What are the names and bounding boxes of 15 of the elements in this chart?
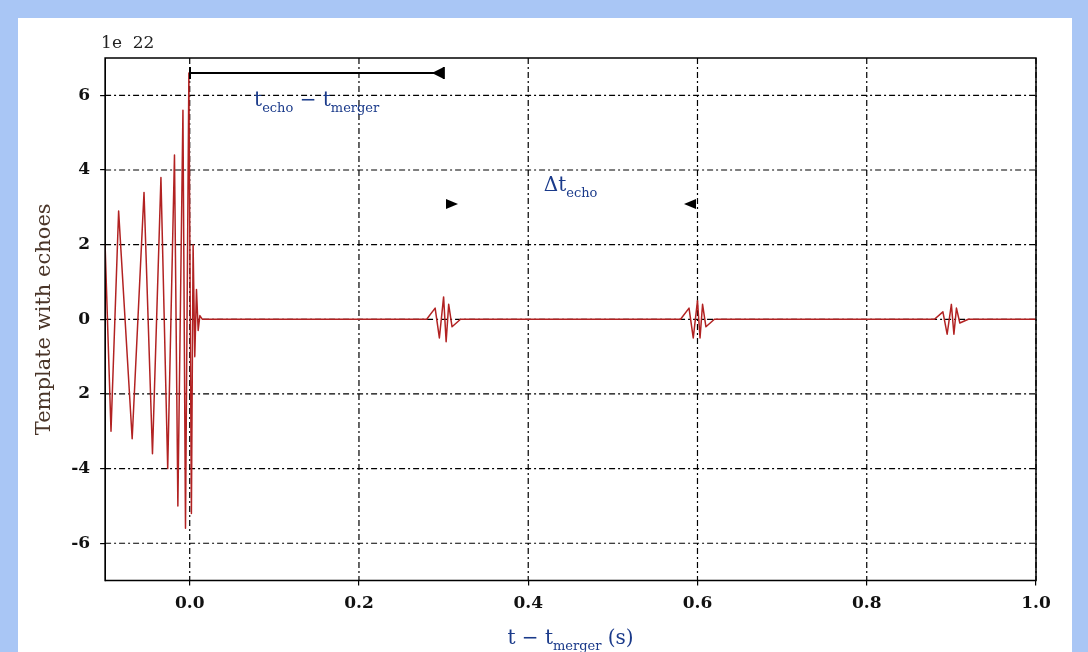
x-tick-label: 0.6 (682, 592, 713, 613)
y-tick-label: 4 (78, 158, 91, 179)
text: 1e 22 (101, 32, 155, 52)
y-tick-label: -4 (71, 457, 91, 478)
y-tick-label: 2 (78, 382, 91, 403)
y-tick-label: 2 (78, 233, 91, 254)
x-tick-label: 0.4 (513, 592, 544, 613)
x-tick-label: 1.0 (1021, 592, 1051, 613)
y-tick-label: 6 (78, 83, 91, 104)
x-tick-label: 0.2 (344, 592, 374, 613)
y-tick-label: 0 (78, 307, 91, 328)
y-axis-title: Template with echoes (31, 203, 56, 436)
y-tick-label: -6 (71, 531, 91, 552)
x-tick-label: 0.0 (174, 592, 205, 613)
x-tick-label: 0.8 (851, 592, 882, 613)
